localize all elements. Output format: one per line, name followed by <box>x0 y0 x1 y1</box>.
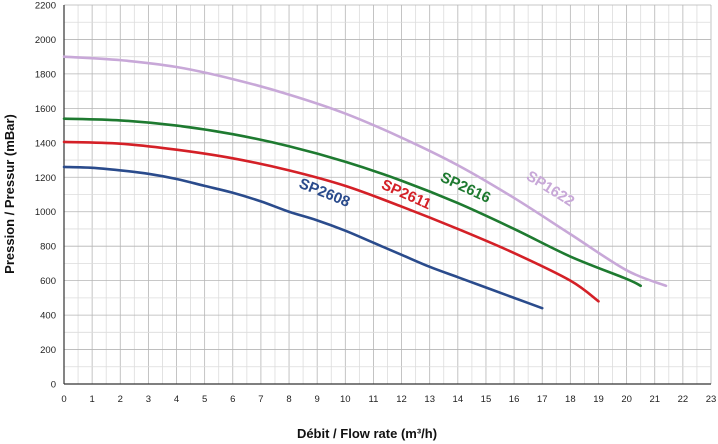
x-tick-label: 23 <box>706 394 717 405</box>
y-tick-label: 1400 <box>35 138 56 149</box>
y-axis-title: Pression / Pressur (mBar) <box>2 114 17 274</box>
x-tick-label: 4 <box>174 394 179 405</box>
x-tick-label: 18 <box>565 394 576 405</box>
y-tick-label: 0 <box>51 380 56 391</box>
series-label-sp2616: SP2616 <box>438 169 494 207</box>
series-lines <box>62 55 668 310</box>
x-axis-title: Débit / Flow rate (m³/h) <box>297 426 437 441</box>
x-tick-label: 13 <box>424 394 435 405</box>
x-tick-label: 10 <box>340 394 351 405</box>
series-line-sp2611 <box>62 140 600 303</box>
series-line-sp1622 <box>62 55 668 288</box>
y-tick-labels: 0 200 400 600 800 1000 1200 1400 1600 1800 2000 220… <box>35 1 56 391</box>
y-tick-label: 600 <box>40 276 56 287</box>
x-tick-label: 22 <box>678 394 689 405</box>
series-line-sp2616 <box>62 117 642 288</box>
grid <box>63 4 712 385</box>
x-tick-label: 12 <box>396 394 407 405</box>
y-tick-label: 800 <box>40 242 56 253</box>
y-tick-label: 2200 <box>35 1 56 12</box>
x-tick-label: 3 <box>146 394 151 405</box>
x-tick-label: 1 <box>89 394 94 405</box>
x-tick-label: 9 <box>315 394 320 405</box>
x-tick-label: 11 <box>368 394 378 405</box>
x-tick-label: 8 <box>286 394 291 405</box>
y-tick-label: 1600 <box>35 104 56 115</box>
y-tick-label: 400 <box>40 311 56 322</box>
series-label-sp1622: SP1622 <box>523 168 577 211</box>
x-tick-label: 0 <box>61 394 66 405</box>
x-tick-label: 7 <box>258 394 263 405</box>
x-tick-labels: 0 1 2 3 4 5 6 7 8 9 10 11 12 13 14 15 16 17 18 19 20 21 22 23 <box>61 394 716 405</box>
y-tick-label: 2000 <box>35 35 56 46</box>
x-tick-label: 5 <box>202 394 207 405</box>
x-tick-label: 15 <box>481 394 492 405</box>
y-tick-label: 1000 <box>35 207 56 218</box>
y-tick-label: 1800 <box>35 69 56 80</box>
axes <box>63 5 711 385</box>
series-labels: SP2608 SP2611 SP2616 SP1622 <box>297 168 578 214</box>
x-tick-label: 16 <box>509 394 520 405</box>
y-tick-label: 200 <box>40 345 56 356</box>
x-tick-label: 21 <box>649 394 660 405</box>
x-tick-label: 19 <box>593 394 604 405</box>
x-tick-label: 17 <box>537 394 548 405</box>
x-tick-label: 6 <box>230 394 235 405</box>
series-line-sp2608 <box>62 165 544 310</box>
y-tick-label: 1200 <box>35 173 56 184</box>
x-tick-label: 20 <box>621 394 632 405</box>
x-tick-label: 14 <box>453 394 464 405</box>
x-tick-label: 2 <box>118 394 123 405</box>
